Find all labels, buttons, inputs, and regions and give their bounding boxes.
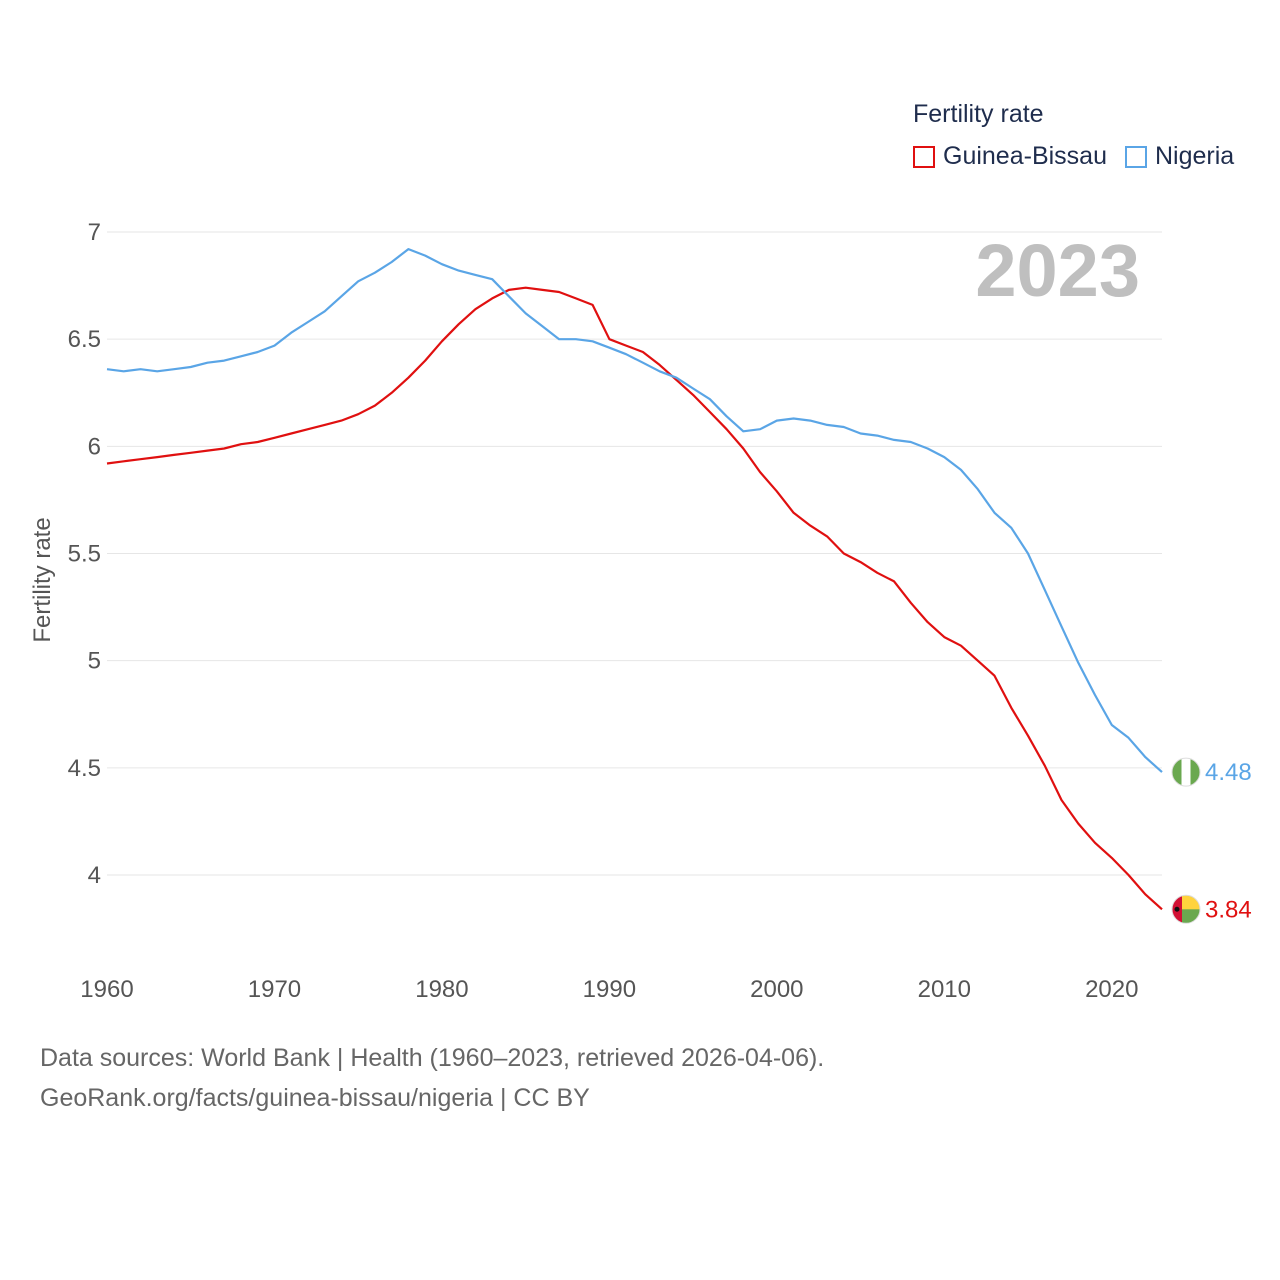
flag-marker-nigeria-icon — [1171, 757, 1201, 787]
y-tick-label: 5.5 — [68, 541, 101, 568]
current-year-label: 2023 — [975, 229, 1140, 312]
source-line-1: Data sources: World Bank | Health (1960–… — [40, 1044, 825, 1072]
source-line-2[interactable]: GeoRank.org/facts/guinea-bissau/nigeria … — [40, 1084, 590, 1112]
y-tick-label: 5 — [88, 648, 101, 675]
legend-item-guinea-bissau[interactable]: Guinea-Bissau — [913, 142, 1107, 171]
series-line-guinea-bissau[interactable] — [106, 286, 1163, 911]
legend-label-guinea-bissau: Guinea-Bissau — [943, 142, 1107, 170]
y-tick-label: 6 — [88, 433, 101, 460]
x-tick-label: 2000 — [750, 976, 803, 1003]
legend-label-nigeria: Nigeria — [1154, 142, 1235, 170]
legend-item-nigeria[interactable]: Nigeria — [1124, 142, 1235, 171]
y-tick-label: 7 — [88, 219, 101, 246]
x-tick-label: 2010 — [918, 976, 971, 1003]
y-tick-label: 4.5 — [68, 755, 101, 782]
series-line-nigeria[interactable] — [106, 248, 1163, 773]
legend-title: Fertility rate — [913, 100, 1044, 128]
x-tick-label: 1980 — [415, 976, 468, 1003]
legend-swatch-nigeria — [1124, 145, 1147, 168]
x-tick-label: 1970 — [248, 976, 301, 1003]
legend: Guinea-Bissau Nigeria — [913, 142, 1252, 171]
y-tick-label: 6.5 — [68, 326, 101, 353]
legend-swatch-guinea-bissau — [913, 145, 935, 168]
flag-marker-guinea-bissau-icon — [1171, 894, 1201, 924]
x-tick-label: 1960 — [80, 976, 133, 1003]
y-axis-title: Fertility rate — [29, 517, 56, 642]
x-tick-label: 1990 — [583, 976, 636, 1003]
end-value-label-guinea-bissau: 3.84 — [1205, 896, 1252, 923]
end-value-label-nigeria: 4.48 — [1205, 759, 1252, 786]
x-tick-label: 2020 — [1085, 976, 1138, 1003]
y-tick-label: 4 — [88, 862, 101, 889]
